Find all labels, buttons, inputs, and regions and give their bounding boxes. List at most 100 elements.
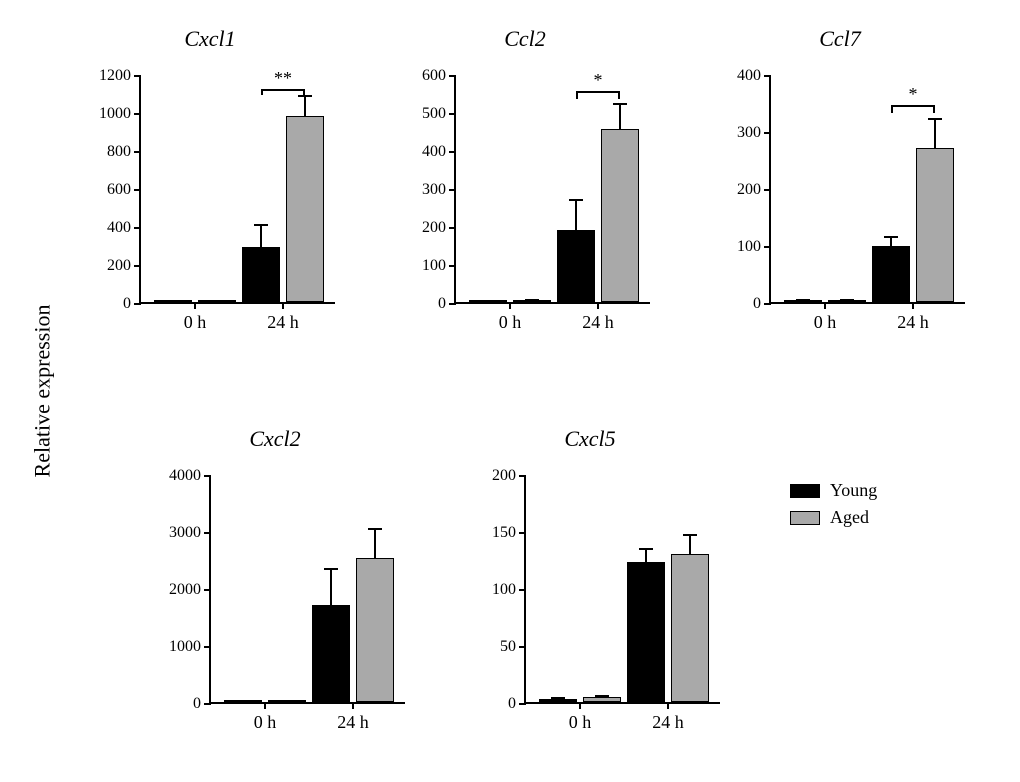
bar-young	[242, 247, 280, 302]
chart-panel-ccl7: Ccl701002003004000 h24 h*	[715, 30, 965, 340]
errorbar	[890, 237, 892, 247]
y-tick-label: 0	[193, 695, 211, 713]
x-tick-label: 24 h	[897, 302, 929, 333]
y-tick-label: 0	[123, 295, 141, 313]
errorbar	[846, 300, 848, 301]
figure-root: Relative expression Cxcl1020040060080010…	[0, 0, 1020, 782]
bar-young	[469, 300, 507, 302]
bar-young	[539, 699, 577, 702]
y-tick-label: 600	[107, 181, 141, 199]
y-tick-label: 50	[500, 638, 526, 656]
errorbar	[260, 225, 262, 248]
plot-area: 010002000300040000 h24 h	[209, 476, 405, 704]
x-tick-label: 0 h	[254, 702, 277, 733]
plot-area: 0200400600800100012000 h24 h**	[139, 76, 335, 304]
errorbar	[330, 569, 332, 606]
chart-panel-cxcl2: Cxcl2010002000300040000 h24 h	[145, 430, 405, 740]
y-axis-label: Relative expression	[30, 305, 56, 478]
y-tick-label: 300	[737, 124, 771, 142]
x-tick-label: 0 h	[569, 702, 592, 733]
bar-aged	[828, 300, 866, 302]
x-tick-label: 24 h	[337, 702, 369, 733]
x-tick-label: 24 h	[582, 302, 614, 333]
y-tick-label: 400	[107, 219, 141, 237]
errorbar	[802, 300, 804, 301]
legend-item: Young	[790, 480, 877, 501]
panel-title: Ccl2	[400, 26, 650, 52]
bar-young	[627, 562, 665, 702]
bar-young	[312, 605, 350, 702]
y-tick-label: 100	[422, 257, 456, 275]
bar-aged	[916, 148, 954, 302]
significance-bracket	[576, 91, 620, 99]
significance-label: *	[891, 85, 935, 103]
y-tick-label: 200	[492, 467, 526, 485]
y-tick-label: 0	[753, 295, 771, 313]
errorbar	[557, 698, 559, 699]
plot-area: 01002003004000 h24 h*	[769, 76, 965, 304]
y-tick-label: 2000	[169, 581, 211, 599]
x-tick-label: 24 h	[652, 702, 684, 733]
bar-aged	[513, 300, 551, 302]
x-tick-label: 0 h	[814, 302, 837, 333]
bar-aged	[268, 700, 306, 702]
bar-young	[784, 300, 822, 302]
y-tick-label: 0	[438, 295, 456, 313]
bar-aged	[286, 116, 324, 302]
legend-label: Young	[830, 480, 877, 501]
errorbar	[304, 96, 306, 117]
bar-aged	[356, 558, 394, 702]
y-tick-label: 100	[737, 238, 771, 256]
chart-panel-cxcl5: Cxcl50501001502000 h24 h	[460, 430, 720, 740]
significance-bracket	[261, 89, 305, 95]
y-tick-label: 400	[737, 67, 771, 85]
y-tick-label: 3000	[169, 524, 211, 542]
y-tick-label: 150	[492, 524, 526, 542]
y-tick-label: 200	[737, 181, 771, 199]
errorbar	[601, 696, 603, 698]
y-tick-label: 1200	[99, 67, 141, 85]
errorbar	[619, 104, 621, 131]
errorbar	[374, 529, 376, 560]
panel-title: Cxcl2	[145, 426, 405, 452]
y-tick-label: 1000	[169, 638, 211, 656]
plot-area: 0501001502000 h24 h	[524, 476, 720, 704]
legend-item: Aged	[790, 507, 877, 528]
bar-young	[224, 700, 262, 702]
legend-label: Aged	[830, 507, 869, 528]
x-tick-label: 0 h	[184, 302, 207, 333]
panel-title: Cxcl5	[460, 426, 720, 452]
x-tick-label: 24 h	[267, 302, 299, 333]
significance-label: **	[261, 69, 305, 87]
bar-young	[557, 230, 595, 302]
panel-title: Ccl7	[715, 26, 965, 52]
y-tick-label: 100	[492, 581, 526, 599]
legend-swatch	[790, 484, 820, 498]
significance-label: *	[576, 71, 620, 89]
bar-young	[154, 300, 192, 302]
y-tick-label: 400	[422, 143, 456, 161]
errorbar	[575, 200, 577, 230]
y-tick-label: 0	[508, 695, 526, 713]
y-tick-label: 4000	[169, 467, 211, 485]
y-tick-label: 300	[422, 181, 456, 199]
y-tick-label: 800	[107, 143, 141, 161]
bar-young	[872, 246, 910, 302]
errorbar	[689, 535, 691, 554]
legend-swatch	[790, 511, 820, 525]
y-tick-label: 500	[422, 105, 456, 123]
errorbar	[934, 119, 936, 149]
chart-legend: Young Aged	[790, 480, 877, 534]
y-tick-label: 200	[422, 219, 456, 237]
significance-bracket	[891, 105, 935, 114]
errorbar	[531, 300, 533, 301]
bar-aged	[583, 697, 621, 702]
chart-panel-cxcl1: Cxcl10200400600800100012000 h24 h**	[85, 30, 335, 340]
errorbar	[645, 549, 647, 563]
bar-aged	[601, 129, 639, 302]
chart-panel-ccl2: Ccl201002003004005006000 h24 h*	[400, 30, 650, 340]
panel-title: Cxcl1	[85, 26, 335, 52]
y-tick-label: 200	[107, 257, 141, 275]
plot-area: 01002003004005006000 h24 h*	[454, 76, 650, 304]
y-tick-label: 600	[422, 67, 456, 85]
